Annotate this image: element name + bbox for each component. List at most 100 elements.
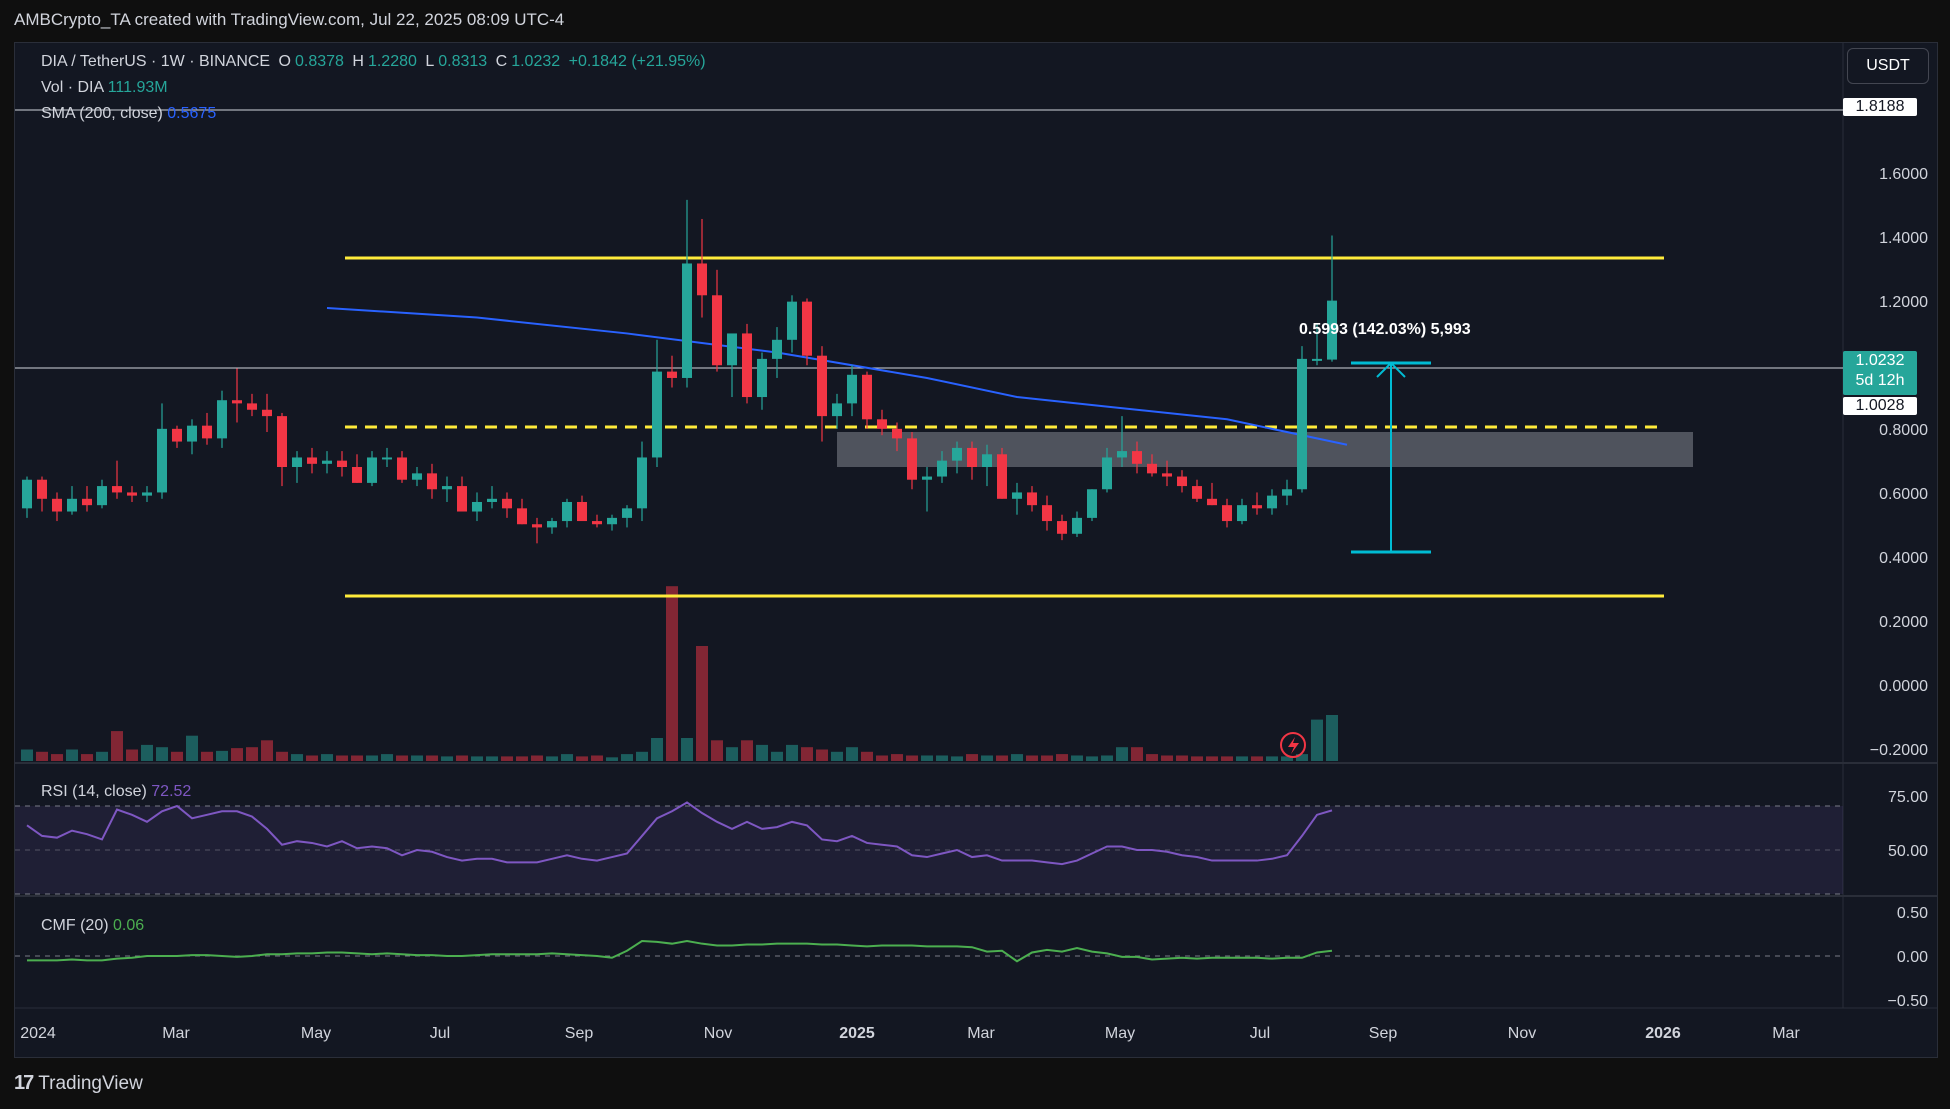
price-tick: 1.2000 (1879, 294, 1928, 311)
volume-bar (816, 749, 828, 761)
time-label: Mar (967, 1025, 995, 1042)
volume-bar (546, 756, 558, 761)
volume-bar (171, 751, 183, 761)
candle-body (142, 492, 152, 496)
sma-value: 0.5675 (167, 105, 217, 122)
candle-body (1282, 489, 1292, 496)
candle-body (262, 409, 272, 417)
tradingview-logo-icon: 17 (14, 1072, 34, 1094)
time-label: 2025 (839, 1025, 875, 1042)
volume-bar (126, 749, 138, 761)
volume-bar (846, 747, 858, 761)
candle-body (577, 501, 587, 522)
measure-arrow-head (1376, 361, 1406, 378)
volume-bar (156, 747, 168, 761)
candle-body (1102, 457, 1112, 490)
rsi-tick: 75.00 (1888, 789, 1928, 806)
current-price-tag: 1.0232 5d 12h (1843, 351, 1917, 395)
candle-body (547, 521, 557, 528)
change-value: +0.1842 (+21.95%) (568, 53, 706, 70)
volume-bar (1101, 755, 1113, 761)
volume-bar (201, 751, 213, 761)
candle-body (712, 295, 722, 366)
volume-bar (246, 747, 258, 761)
candle-body (1267, 495, 1277, 509)
high-value: 1.2280 (367, 53, 417, 70)
chart-container[interactable]: 0.5993 (142.03%) 5,993 1.6000 1.4000 1.2… (14, 42, 1938, 1058)
volume-bar (1146, 754, 1158, 761)
volume-bar (21, 749, 33, 761)
volume-bar (921, 755, 933, 761)
volume-bar (336, 755, 348, 761)
candle-body (652, 371, 662, 458)
currency-button[interactable]: USDT (1847, 48, 1929, 84)
volume-bar (231, 748, 243, 761)
low-value: 0.8313 (438, 53, 488, 70)
volume-bar (111, 731, 123, 761)
candle-body (382, 457, 392, 460)
volume-bar (516, 756, 528, 761)
supply-zone-rect[interactable] (837, 432, 1693, 467)
price-axis[interactable]: 1.6000 1.4000 1.2000 0.8000 0.6000 0.400… (1870, 166, 1928, 759)
horizontal-levels[interactable] (15, 109, 1843, 598)
candle-body (682, 263, 692, 378)
volume-bar (396, 755, 408, 761)
candle-body (217, 400, 227, 439)
rsi-legend[interactable]: RSI (14, close) 72.52 (41, 783, 191, 801)
candle-body (1027, 492, 1037, 506)
candle-body (847, 374, 857, 404)
volume-bar (1251, 756, 1263, 761)
candle-body (817, 355, 827, 417)
rsi-line (26, 801, 1333, 866)
volume-bar (1266, 756, 1278, 761)
volume-bar (1041, 755, 1053, 761)
time-label: May (1105, 1025, 1135, 1042)
candle-body (742, 333, 752, 398)
candle-body (1147, 463, 1157, 474)
candle-body (1087, 489, 1097, 518)
candle-body (1132, 451, 1142, 464)
candle-body (247, 403, 257, 410)
candle-body (172, 428, 182, 442)
sma-legend[interactable]: SMA (200, close) 0.5675 (41, 105, 216, 123)
open-value: 0.8378 (295, 53, 344, 70)
time-label: Nov (704, 1025, 732, 1042)
cmf-pane[interactable]: 0.50 0.00 −0.50 (15, 905, 1928, 1010)
candle-body (1312, 358, 1322, 361)
candle-body (622, 508, 632, 518)
volume-bar (351, 755, 363, 761)
chart-canvas[interactable]: 0.5993 (142.03%) 5,993 1.6000 1.4000 1.2… (15, 43, 1937, 1057)
high-label: H (352, 53, 364, 70)
time-label: May (301, 1025, 331, 1042)
volume-bar (1116, 747, 1128, 761)
cmf-legend[interactable]: CMF (20) 0.06 (41, 917, 144, 935)
candle-body (967, 447, 977, 467)
price-range-measure-tool[interactable]: 0.5993 (142.03%) 5,993 (1299, 321, 1471, 554)
rsi-pane[interactable]: 75.00 50.00 (15, 789, 1928, 895)
symbol-label[interactable]: DIA / TetherUS · 1W · BINANCE (41, 53, 271, 70)
volume-bar (1131, 747, 1143, 761)
sma-price-tag: 1.0028 (1843, 397, 1917, 415)
candle-body (1207, 498, 1217, 506)
candle-body (337, 460, 347, 467)
volume-bar (1311, 719, 1323, 761)
tradingview-logo[interactable]: 17 TradingView (14, 1072, 143, 1095)
candle-body (97, 486, 107, 506)
volume-bar (591, 755, 603, 761)
candle-body (187, 425, 197, 442)
volume-bar (411, 755, 423, 761)
time-label: Jul (430, 1025, 450, 1042)
volume-bar (36, 751, 48, 761)
volume-bar (1236, 756, 1248, 761)
time-axis[interactable]: 2024 Mar May Jul Sep Nov 2025 Mar May Ju… (20, 1025, 1800, 1042)
candle-body (427, 473, 437, 490)
price-tick: 0.6000 (1879, 486, 1928, 503)
candle-body (367, 457, 377, 483)
volume-legend[interactable]: Vol · DIA 111.93M (41, 79, 168, 97)
volume-bar (366, 755, 378, 761)
event-marker-icon[interactable] (1280, 732, 1306, 758)
time-label: 2024 (20, 1025, 56, 1042)
volume-bar (576, 756, 588, 761)
volume-bar (951, 756, 963, 761)
volume-bar (261, 740, 273, 761)
